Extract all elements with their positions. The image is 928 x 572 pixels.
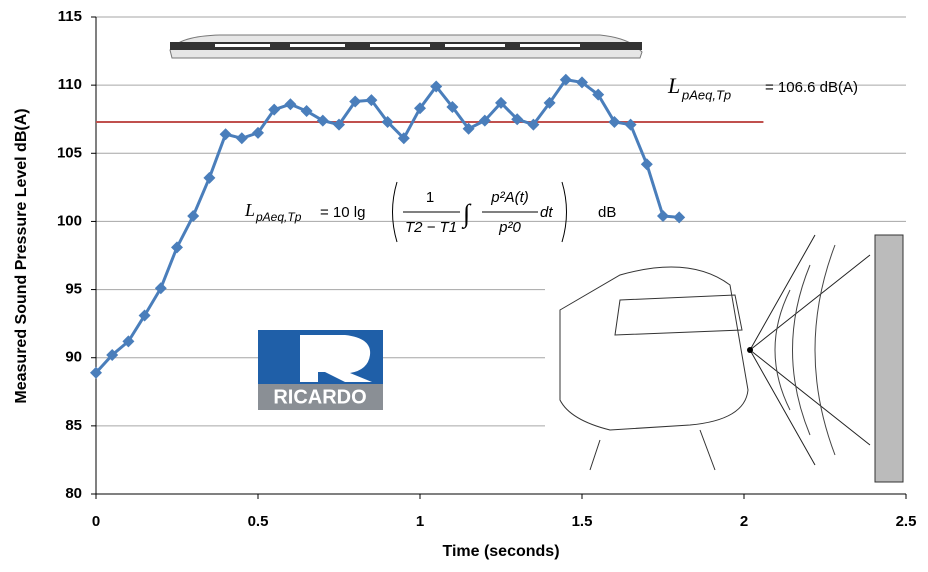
data-point bbox=[300, 105, 313, 118]
y-tick-label: 110 bbox=[58, 76, 82, 93]
x-tick-label: 2 bbox=[740, 513, 748, 530]
formula-fraction-bottom: T2 − T1 bbox=[405, 219, 457, 236]
annotation-subscript: pAeq,Tp bbox=[681, 87, 731, 102]
y-tick-label: 80 bbox=[65, 485, 82, 502]
data-point bbox=[608, 115, 621, 128]
data-point bbox=[316, 114, 329, 127]
data-point bbox=[527, 118, 540, 131]
data-point bbox=[154, 282, 167, 295]
data-point bbox=[478, 114, 491, 127]
y-tick-label: 95 bbox=[65, 281, 82, 298]
formula-integrand-top: p²A(t) bbox=[490, 189, 529, 206]
data-point bbox=[171, 241, 183, 254]
data-point bbox=[90, 366, 102, 379]
train-front-illustration bbox=[545, 226, 915, 496]
data-point bbox=[462, 122, 475, 135]
logo: RICARDO bbox=[258, 330, 383, 410]
data-point bbox=[252, 126, 264, 139]
data-point bbox=[219, 128, 232, 141]
x-tick-label: 2.5 bbox=[896, 513, 917, 530]
data-point bbox=[624, 118, 637, 131]
formula-differential: dt bbox=[540, 204, 553, 221]
data-point bbox=[203, 171, 216, 184]
data-point bbox=[511, 113, 524, 126]
data-point bbox=[495, 96, 507, 109]
data-point bbox=[333, 118, 345, 131]
data-point bbox=[559, 73, 572, 86]
data-point bbox=[446, 100, 459, 113]
data-point bbox=[657, 209, 669, 222]
y-tick-label: 85 bbox=[65, 417, 82, 434]
data-point bbox=[138, 309, 151, 322]
x-tick-label: 0 bbox=[92, 513, 100, 530]
data-point bbox=[381, 115, 394, 128]
formula-fraction-top: 1 bbox=[426, 189, 434, 206]
x-tick-label: 1.5 bbox=[572, 513, 593, 530]
y-axis-title: Measured Sound Pressure Level dB(A) bbox=[13, 108, 30, 403]
data-point bbox=[414, 102, 426, 115]
data-point bbox=[284, 98, 297, 111]
data-point bbox=[640, 158, 653, 171]
y-tick-label: 90 bbox=[65, 349, 82, 366]
y-tick-label: 115 bbox=[58, 8, 82, 25]
annotation-symbol: L bbox=[667, 73, 680, 98]
data-point bbox=[268, 103, 281, 116]
data-point bbox=[576, 76, 588, 89]
data-point bbox=[122, 335, 135, 348]
y-tick-label: 105 bbox=[57, 144, 82, 161]
formula: L pAeq,Tp = 10 lg 1 T2 − T1 ∫ p²A(t) p²0… bbox=[244, 181, 616, 243]
data-point bbox=[187, 209, 200, 222]
formula-unit: dB bbox=[598, 204, 616, 221]
data-point bbox=[349, 95, 362, 108]
data-point bbox=[543, 96, 556, 109]
data-point bbox=[673, 211, 686, 224]
data-point bbox=[365, 94, 378, 107]
formula-symbol: L bbox=[244, 200, 255, 220]
logo-text: RICARDO bbox=[273, 386, 366, 408]
formula-integral: ∫ bbox=[461, 199, 472, 229]
formula-integrand-bottom: p²0 bbox=[498, 219, 521, 236]
annotation-text: = 106.6 dB(A) bbox=[765, 79, 858, 96]
formula-rhs: = 10 lg bbox=[320, 204, 365, 221]
data-point bbox=[397, 132, 410, 145]
y-tick-label: 100 bbox=[57, 212, 82, 229]
formula-subscript: pAeq,Tp bbox=[255, 210, 302, 224]
data-point bbox=[235, 132, 248, 145]
data-point bbox=[106, 348, 119, 361]
x-tick-label: 1 bbox=[416, 513, 424, 530]
data-point bbox=[592, 88, 605, 101]
train-illustration bbox=[169, 34, 643, 59]
x-tick-label: 0.5 bbox=[248, 513, 269, 530]
x-axis-title: Time (seconds) bbox=[442, 543, 559, 560]
data-point bbox=[430, 80, 443, 93]
